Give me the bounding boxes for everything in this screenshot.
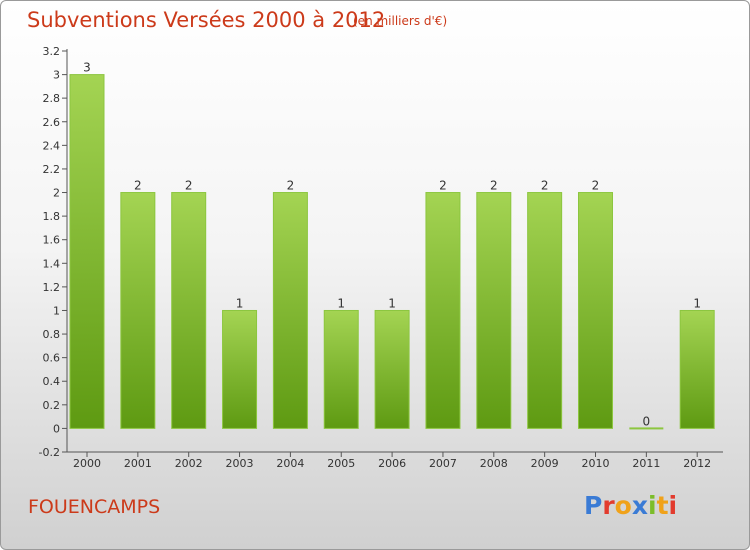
y-tick-label: 0 [53,422,60,435]
bar [527,192,563,429]
y-tick-label: 2.8 [43,92,61,105]
y-tick-label: -0.2 [39,446,60,459]
y-tick-label: 0.2 [43,399,61,412]
bar [120,192,156,429]
data-label: 2 [439,179,447,193]
y-tick-label: 1.6 [43,234,61,247]
x-tick-label: 2012 [683,457,711,470]
bar [69,74,105,429]
data-label: 1 [693,296,701,310]
x-tick-label: 2011 [632,457,660,470]
x-tick-label: 2000 [73,457,101,470]
commune-name: FOUENCAMPS [28,496,161,518]
bar [679,309,715,429]
bar [476,192,512,429]
bar [374,309,410,429]
data-label: 2 [287,179,295,193]
chart-subtitle: (en milliers d'€) [353,14,448,28]
chart-title: Subventions Versées 2000 à 2012 [27,8,386,32]
y-tick-label: 2.4 [43,139,61,152]
bar [323,309,359,429]
x-tick-label: 2006 [378,457,406,470]
y-tick-label: 1.8 [43,210,61,223]
x-tick-label: 2002 [175,457,203,470]
y-tick-label: 2.6 [43,116,61,129]
x-tick-label: 2001 [124,457,152,470]
data-label: 3 [83,61,91,75]
bar [222,309,258,429]
data-label: 2 [185,179,193,193]
data-label: 0 [643,414,651,428]
y-tick-label: 3.2 [43,45,61,58]
data-label: 1 [337,296,345,310]
bar [272,192,308,429]
x-tick-label: 2007 [429,457,457,470]
y-tick-label: 0.6 [43,352,61,365]
y-tick-label: 0.4 [43,375,61,388]
y-tick-label: 1 [53,304,60,317]
data-label: 2 [541,179,549,193]
bar [171,192,207,429]
data-label: 1 [388,296,396,310]
data-label: 2 [592,179,600,193]
data-label: 2 [490,179,498,193]
data-label: 1 [236,296,244,310]
x-tick-label: 2003 [226,457,254,470]
y-tick-label: 0.8 [43,328,61,341]
bar [578,192,613,429]
x-tick-label: 2005 [327,457,355,470]
bar [425,192,461,429]
y-tick-label: 2 [53,187,60,200]
data-label: 2 [134,179,142,193]
x-tick-label: 2010 [582,457,610,470]
y-tick-label: 1.2 [43,281,61,294]
y-tick-label: 1.4 [43,257,61,270]
bar [629,427,664,430]
proxiti-logo: Proxiti [584,491,678,520]
x-tick-label: 2009 [531,457,559,470]
y-tick-label: 2.2 [43,163,61,176]
x-tick-label: 2008 [480,457,508,470]
x-tick-label: 2004 [276,457,304,470]
y-tick-label: 3 [53,69,60,82]
